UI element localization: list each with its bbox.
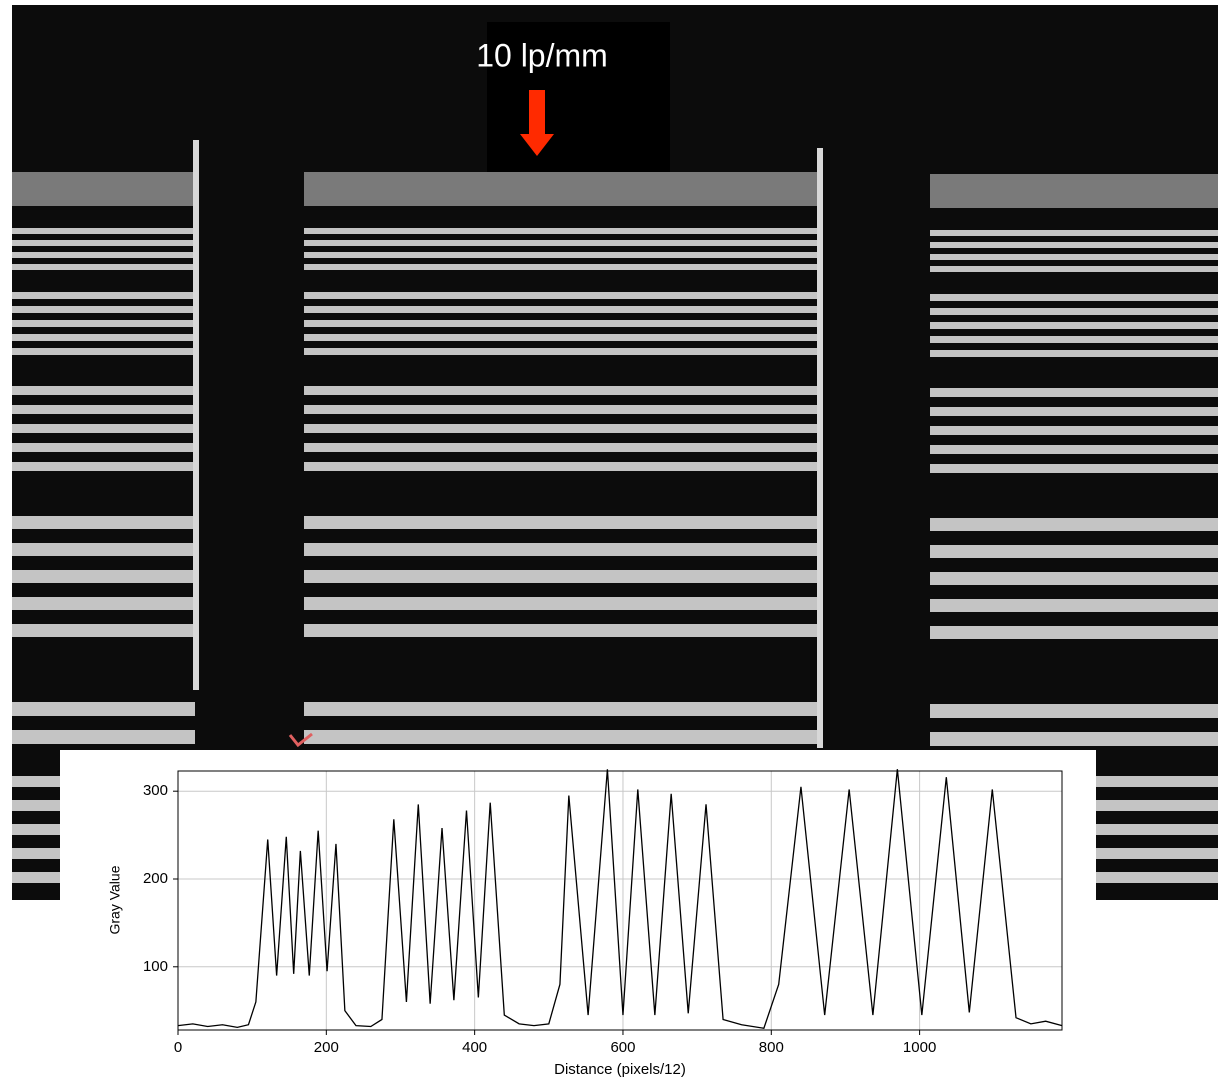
stripe [304,320,818,327]
stripe [12,306,195,313]
stripe [12,348,195,355]
stripe [12,516,195,529]
stripe [12,264,195,270]
stripe [12,320,195,327]
stripe [304,570,818,583]
edge-line [193,140,199,690]
x-tick-label: 1000 [903,1039,936,1056]
stripe [930,704,1218,718]
chart-panel [60,750,1096,1084]
stripe [304,424,818,433]
profile-line [177,769,1063,1029]
edge-line [817,148,823,748]
stripe [304,702,818,716]
fine-texture [12,172,195,206]
y-axis-label: Gray Value [107,865,123,934]
x-tick-label: 400 [462,1039,487,1056]
stripe [12,702,195,716]
stripe [930,388,1218,397]
stripe [304,462,818,471]
x-tick-label: 600 [610,1039,635,1056]
stripe [930,336,1218,343]
stripe [930,407,1218,416]
x-axis-label: Distance (pixels/12) [554,1061,686,1078]
stripe [304,443,818,452]
stripe [12,424,195,433]
check-mark [288,732,313,748]
stripe [12,543,195,556]
stripe [930,242,1218,248]
stripe [930,322,1218,329]
label-box [487,22,670,172]
stripe [12,624,195,637]
stripe [930,518,1218,531]
x-tick-label: 800 [759,1039,784,1056]
stripe [930,445,1218,454]
stripe [12,240,195,246]
stripe [930,426,1218,435]
x-tick-label: 0 [174,1039,182,1056]
stripe [304,292,818,299]
stripe [304,240,818,246]
stripe [930,572,1218,585]
stripe [12,570,195,583]
stripe [12,405,195,414]
plot-frame [177,770,1063,1031]
fine-texture [930,174,1218,208]
stripe [12,334,195,341]
y-tick-label: 200 [143,870,168,887]
stripe [304,624,818,637]
stripe [304,264,818,270]
stripe [304,730,818,744]
stripe [12,252,195,258]
x-tick-label: 200 [314,1039,339,1056]
stripe [304,228,818,234]
stripe [304,405,818,414]
stripe [930,350,1218,357]
arrow-head [520,134,554,156]
stripe [304,252,818,258]
stripe [930,732,1218,746]
stripe [304,543,818,556]
fine-texture [304,172,818,206]
stripe [930,545,1218,558]
stripe [12,228,195,234]
stripe [12,292,195,299]
stripe [304,334,818,341]
arrow-shaft [529,90,545,136]
stripe [304,386,818,395]
stripe [304,348,818,355]
stripe [12,597,195,610]
stripe [930,254,1218,260]
annotation: 10 lp/mm [476,37,608,73]
stripe [304,516,818,529]
y-tick-label: 300 [143,782,168,799]
stripe [12,462,195,471]
stripe [12,386,195,395]
stripe [930,626,1218,639]
stripe [930,464,1218,473]
y-tick-label: 100 [143,958,168,975]
stripe [930,599,1218,612]
stripe [12,443,195,452]
stripe [930,230,1218,236]
stripe [930,266,1218,272]
stripe [930,294,1218,301]
stripe [304,597,818,610]
stripe [12,730,195,744]
stripe [304,306,818,313]
stripe [930,308,1218,315]
